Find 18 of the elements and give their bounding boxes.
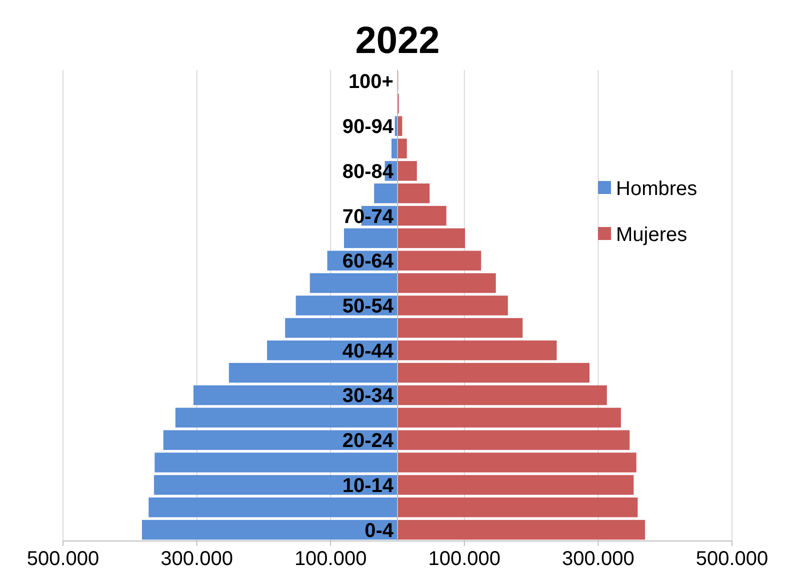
x-tick-label: 500.000 [696, 548, 768, 570]
legend-label: Mujeres [616, 224, 688, 246]
x-tick-label: 300.000 [160, 548, 233, 570]
y-tick-label: 10-14 [342, 474, 394, 497]
x-tick-label: 100.000 [294, 548, 367, 570]
y-tick-label: 30-34 [342, 385, 394, 408]
y-tick-label: 60-64 [342, 250, 394, 273]
y-tick-label: 0-4 [364, 520, 394, 542]
x-tick-label: 300.000 [562, 548, 634, 570]
chart-title: 2022 [355, 20, 440, 62]
x-tick-label: 100.000 [428, 548, 501, 570]
y-tick-label: 20-24 [342, 430, 394, 452]
y-tick-label: 40-44 [342, 340, 394, 362]
x-tick-label: 500.000 [26, 548, 100, 570]
y-tick-label: 90-94 [342, 116, 394, 138]
y-tick-label: 100+ [348, 71, 394, 94]
legend-label: Hombres [616, 178, 698, 200]
y-tick-label: 50-54 [342, 296, 394, 318]
